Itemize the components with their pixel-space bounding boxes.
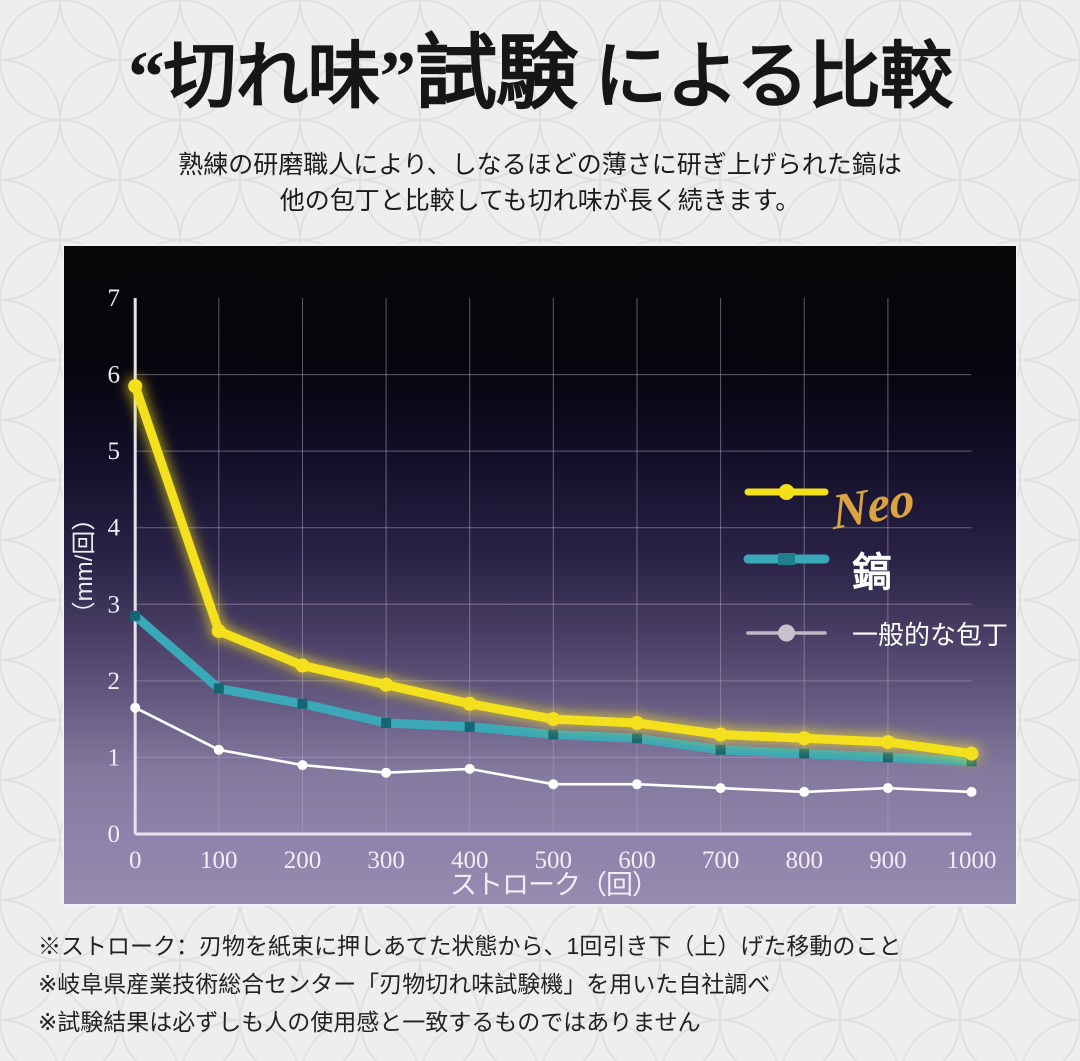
svg-text:一般的な包丁: 一般的な包丁 — [852, 620, 1008, 650]
svg-text:3: 3 — [108, 591, 121, 618]
svg-text:2: 2 — [108, 668, 121, 695]
svg-text:300: 300 — [367, 847, 405, 874]
svg-text:6: 6 — [108, 362, 121, 389]
svg-text:200: 200 — [284, 847, 322, 874]
svg-text:鎬: 鎬 — [852, 551, 892, 595]
svg-text:（mm/回）: （mm/回） — [71, 507, 98, 626]
svg-text:100: 100 — [200, 847, 238, 874]
svg-text:Neo: Neo — [829, 470, 916, 541]
svg-text:1000: 1000 — [947, 847, 997, 874]
svg-text:1: 1 — [108, 744, 121, 771]
svg-text:4: 4 — [108, 515, 121, 542]
svg-text:800: 800 — [785, 847, 823, 874]
svg-text:5: 5 — [108, 438, 121, 465]
svg-text:0: 0 — [108, 821, 121, 848]
svg-text:0: 0 — [129, 847, 142, 874]
svg-text:900: 900 — [869, 847, 907, 874]
svg-text:700: 700 — [702, 847, 740, 874]
svg-text:7: 7 — [108, 285, 121, 312]
svg-text:ストローク（回）: ストローク（回） — [450, 870, 658, 900]
